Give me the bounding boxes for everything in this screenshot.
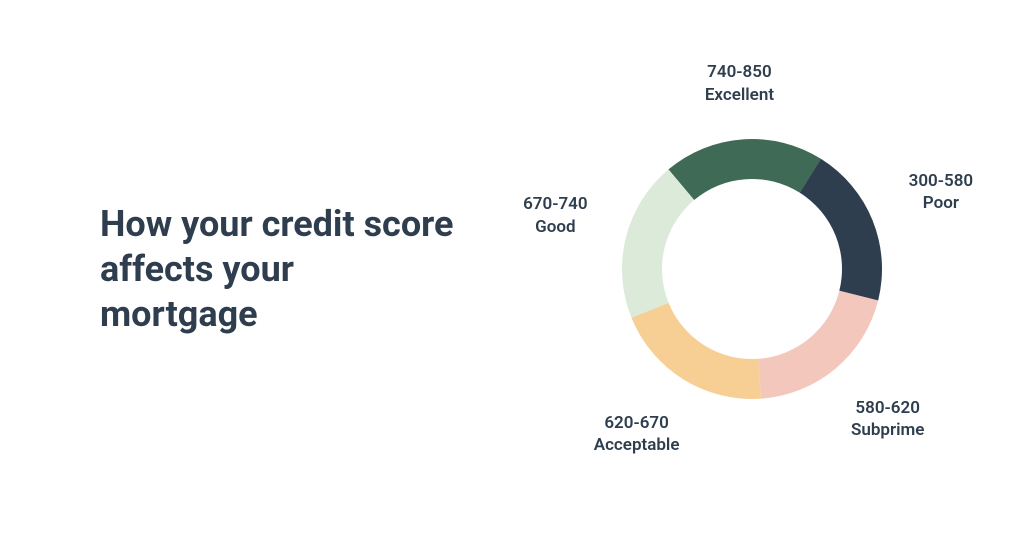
- donut-svg: [522, 39, 982, 499]
- donut-chart: 740-850Excellent300-580Poor580-620Subpri…: [522, 39, 982, 499]
- infographic-container: How your credit score affects your mortg…: [0, 0, 1024, 538]
- donut-segment: [668, 139, 820, 200]
- text-panel: How your credit score affects your mortg…: [0, 202, 480, 337]
- donut-segment: [622, 169, 694, 317]
- page-title: How your credit score affects your mortg…: [100, 202, 460, 337]
- donut-segment: [758, 291, 878, 399]
- chart-panel: 740-850Excellent300-580Poor580-620Subpri…: [480, 0, 1024, 538]
- donut-segment: [631, 303, 761, 399]
- donut-segment: [800, 159, 882, 301]
